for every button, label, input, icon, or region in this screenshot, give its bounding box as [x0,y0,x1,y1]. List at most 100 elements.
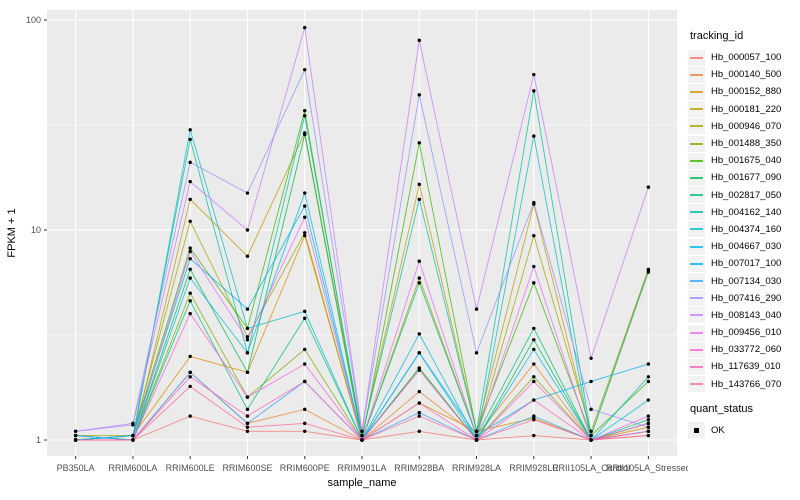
data-point [188,276,192,280]
legend-item-Hb_004162_140: Hb_004162_140 [688,204,800,221]
data-point [188,137,192,142]
data-point [188,370,192,375]
legend-item-label: Hb_004667_030 [711,241,782,253]
data-point [532,200,536,205]
data-point [589,356,593,360]
data-point [303,25,307,30]
data-point [303,407,307,412]
data-point [532,433,536,438]
data-point [417,401,421,405]
legend-item-Hb_001488_350: Hb_001488_350 [688,135,800,152]
legend-item-Hb_008143_040: Hb_008143_040 [688,307,800,324]
legend-item-label: Hb_001675_040 [711,155,782,167]
data-point [188,375,192,379]
legend-item-label: Hb_007017_100 [711,258,782,270]
data-point [303,309,307,314]
y-tick-label: 100 [26,15,41,25]
legend-item-Hb_009456_010: Hb_009456_010 [688,324,800,341]
data-point [646,429,651,434]
data-point [474,433,479,438]
legend-item-label: Hb_008143_040 [711,309,782,321]
data-point [417,389,421,394]
data-point [417,281,421,285]
legend-key-line-icon [688,187,705,204]
legend-item-Hb_117639_010: Hb_117639_010 [688,358,800,375]
data-point [188,197,192,202]
legend-key-line-icon [688,221,705,238]
data-point [646,379,651,384]
legend-item-Hb_033772_060: Hb_033772_060 [688,341,800,358]
data-point [360,438,364,442]
legend-key-line-icon [688,101,705,118]
x-tick-label: RRII105LA_Control [552,463,630,473]
legend-item-label: Hb_004162_140 [711,206,782,218]
data-point [417,410,421,415]
data-point [131,438,135,442]
data-point [532,347,536,352]
legend-item-Hb_143766_070: Hb_143766_070 [688,376,800,393]
data-point [417,351,421,355]
legend-item-label: Hb_000057_100 [711,52,782,64]
data-point [417,429,421,434]
data-point [245,351,250,355]
y-axis-title: FPKM + 1 [6,208,18,258]
data-point [646,362,651,366]
data-point [188,311,192,316]
data-point [245,307,250,311]
data-point [303,108,307,113]
data-point [417,368,421,372]
data-point [646,417,651,422]
data-point [303,362,307,366]
data-point [245,326,250,331]
legend-item-label: Hb_007134_030 [711,275,782,287]
data-point [532,375,536,379]
data-point [303,132,307,137]
data-point [188,249,192,254]
data-point [417,332,421,336]
legend-item-label: Hb_002817_050 [711,189,782,201]
legend-item-Hb_004667_030: Hb_004667_030 [688,238,800,255]
data-point [417,182,421,187]
legend-item-Hb_007416_290: Hb_007416_290 [688,290,800,307]
legend-item-label: Hb_007416_290 [711,292,782,304]
data-point [646,375,651,379]
x-tick-label: RRIM928LE [509,463,558,473]
legend-key-line-icon [688,324,705,341]
data-point [360,433,364,438]
data-point [303,231,307,235]
data-point [532,134,536,138]
legend-item-label: Hb_001677_090 [711,172,782,184]
data-point [188,384,192,389]
data-point [188,354,192,359]
x-tick-label: RRIM600LA [108,463,157,473]
data-point [589,379,593,384]
quant-legend-items: OK [688,422,800,439]
legend-item-Hb_000181_220: Hb_000181_220 [688,101,800,118]
legend-key-line-icon [688,49,705,66]
data-point [188,128,192,132]
x-tick-label: RRIM928BA [394,463,444,473]
data-point [245,335,250,339]
data-point [303,421,307,426]
data-point [245,421,250,426]
x-tick-label: RRIM928LA [452,463,501,473]
data-point [303,429,307,434]
quant-status-label: OK [711,424,725,436]
data-point [303,204,307,208]
legend-item-label: Hb_000140_500 [711,69,782,81]
data-point [303,233,307,238]
legend-item-Hb_001677_090: Hb_001677_090 [688,169,800,186]
legend-key-line-icon [688,341,705,358]
legend-item-Hb_000946_070: Hb_000946_070 [688,118,800,135]
data-point [245,414,250,418]
data-point [245,407,250,412]
data-point [646,269,651,273]
data-point [303,191,307,195]
x-tick-label: RRIM600LE [166,463,215,473]
data-point [131,423,135,427]
data-point [303,114,307,118]
legend-item-label: Hb_004374_160 [711,223,782,235]
data-point [188,291,192,295]
data-point [245,191,250,195]
